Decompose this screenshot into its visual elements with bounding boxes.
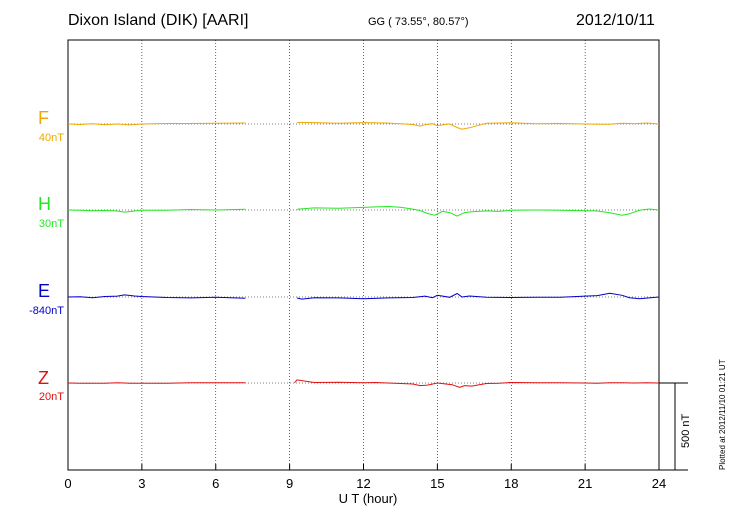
- component-label-z: Z: [38, 368, 49, 388]
- x-tick-label: 15: [430, 476, 444, 491]
- x-tick-label: 0: [64, 476, 71, 491]
- component-label-f: F: [38, 108, 49, 128]
- series-line-e: [67, 292, 660, 300]
- plotted-timestamp: Plotted at 2012/11/10 01:21 UT: [718, 359, 727, 470]
- grid: [141, 40, 586, 470]
- series-line-h: [67, 205, 660, 217]
- scale-bar: [659, 382, 688, 471]
- date-label: 2012/10/11: [576, 12, 655, 29]
- x-ticks: 0 3 6 9 12 15 18 21 24: [64, 464, 666, 491]
- plot-frame: [67, 39, 660, 471]
- component-label-h: H: [38, 194, 51, 214]
- x-tick-label: 12: [356, 476, 370, 491]
- x-tick-label: 21: [578, 476, 592, 491]
- x-tick-label: 6: [212, 476, 219, 491]
- series-layer: [67, 121, 660, 388]
- component-scale-h: 30nT: [38, 218, 64, 230]
- station-title: Dixon Island (DIK) [AARI]: [68, 12, 249, 29]
- component-scale-e: -840nT: [29, 305, 64, 317]
- x-tick-label: 24: [652, 476, 666, 491]
- component-label-e: E: [38, 281, 51, 301]
- x-tick-label: 9: [286, 476, 293, 491]
- series-line-z: [67, 379, 660, 388]
- x-axis-label: U T (hour): [339, 491, 398, 506]
- scale-bar-label: 500 nT: [680, 413, 692, 448]
- x-tick-label: 18: [504, 476, 518, 491]
- geographic-coordinates: GG ( 73.55°, 80.57°): [368, 16, 469, 28]
- component-scale-z: 20nT: [38, 391, 64, 403]
- x-tick-label: 3: [138, 476, 145, 491]
- component-scale-f: 40nT: [38, 132, 64, 144]
- series-line-f: [67, 121, 660, 130]
